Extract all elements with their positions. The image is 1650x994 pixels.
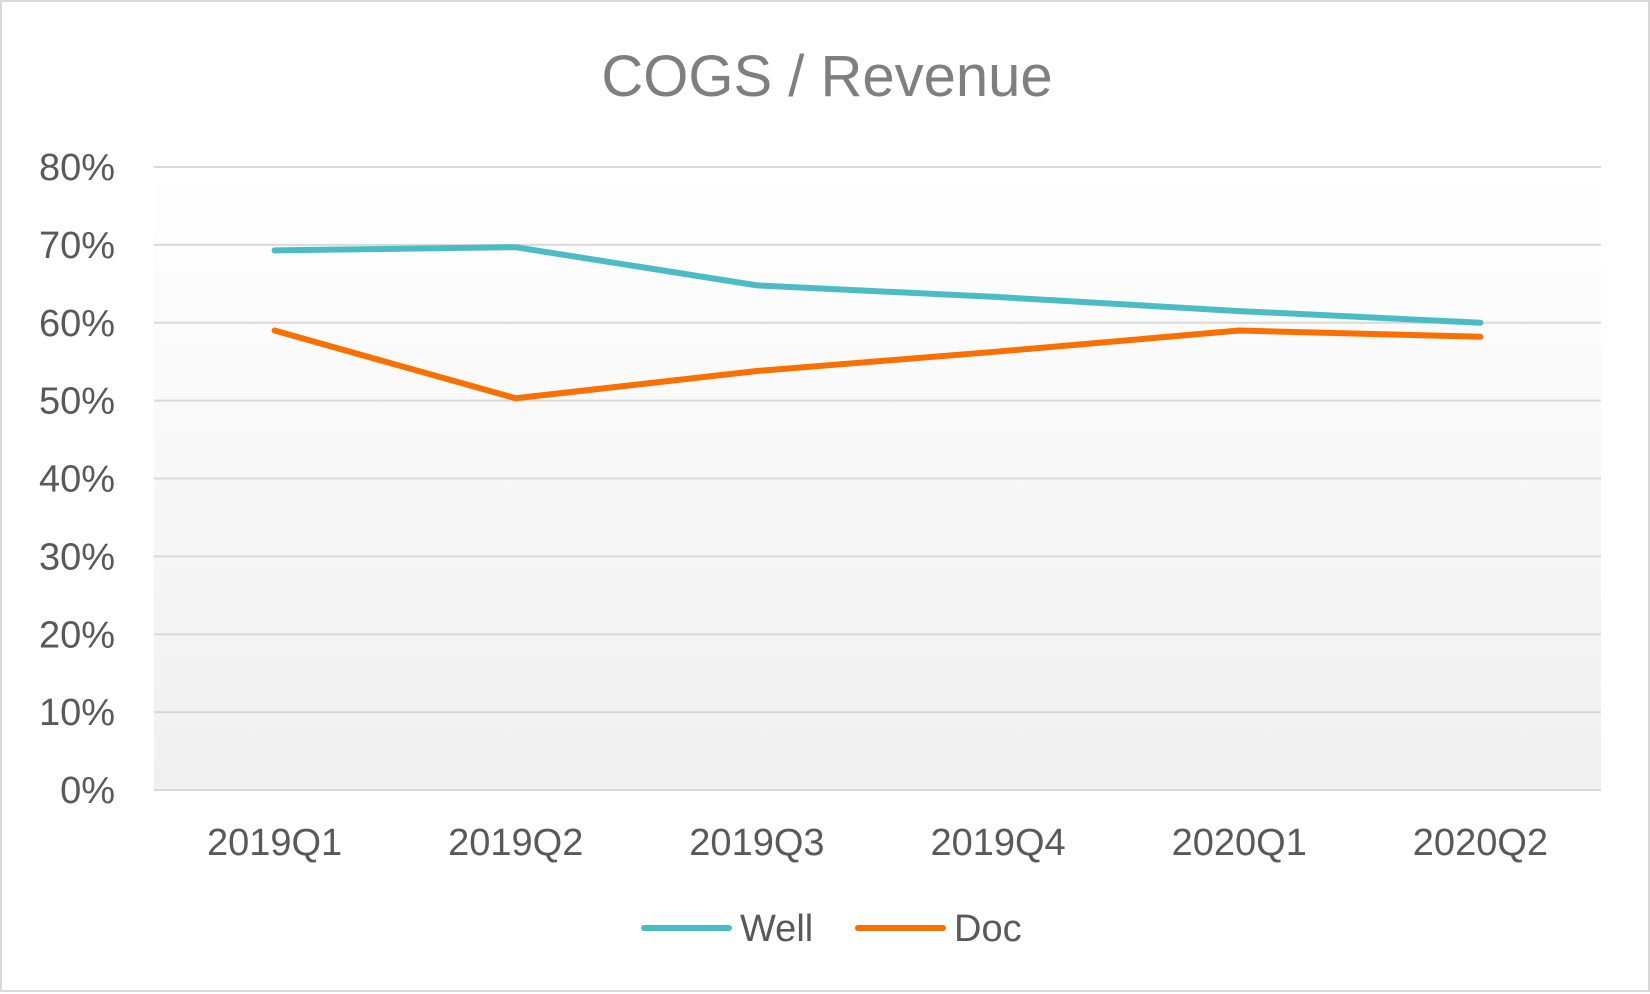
y-tick-label: 80% <box>39 147 115 189</box>
series-line-well <box>271 244 1484 326</box>
y-tick-label: 70% <box>39 225 115 267</box>
x-tick-label: 2019Q3 <box>689 822 824 864</box>
x-tick-label: 2020Q2 <box>1413 822 1548 864</box>
y-tick-label: 60% <box>39 303 115 345</box>
legend-label-well: Well <box>740 908 813 950</box>
y-tick-label: 40% <box>39 459 115 501</box>
series-lines <box>271 244 1484 402</box>
y-tick-label: 0% <box>60 770 115 812</box>
chart-title: COGS / Revenue <box>601 44 1052 109</box>
series-line-doc <box>271 327 1484 402</box>
y-tick-label: 20% <box>39 614 115 656</box>
y-tick-label: 30% <box>39 536 115 578</box>
x-axis-ticks: 2019Q1 2019Q2 2019Q3 2019Q4 2020Q1 2020Q2 <box>207 822 1548 864</box>
x-tick-label: 2020Q1 <box>1172 822 1307 864</box>
y-tick-label: 10% <box>39 692 115 734</box>
x-tick-label: 2019Q4 <box>930 822 1065 864</box>
x-tick-label: 2019Q1 <box>207 822 342 864</box>
legend-label-doc: Doc <box>954 908 1022 950</box>
x-tick-label: 2019Q2 <box>448 822 583 864</box>
legend: Well Doc <box>641 908 1022 950</box>
gridlines <box>154 166 1601 791</box>
y-tick-label: 50% <box>39 381 115 423</box>
y-axis-ticks: 0% 10% 20% 30% 40% 50% 60% 70% 80% <box>39 147 115 812</box>
